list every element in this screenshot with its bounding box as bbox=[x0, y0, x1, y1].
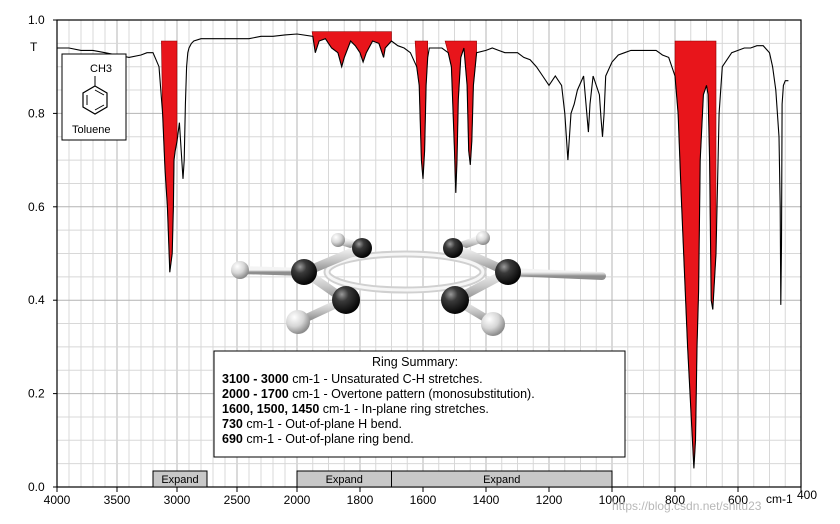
ring-summary-line: 3100 - 3000 cm-1 - Unsaturated C-H stret… bbox=[222, 372, 483, 386]
expand-button[interactable]: Expand bbox=[152, 470, 208, 488]
ring-summary-line: 1600, 1500, 1450 cm-1 - In-plane ring st… bbox=[222, 402, 489, 416]
x-axis-unit-label: cm-1 bbox=[766, 492, 793, 506]
spectrum-trace bbox=[57, 33, 789, 469]
ring-summary-line: 690 cm-1 - Out-of-plane ring bend. bbox=[222, 432, 414, 446]
x-tick-label: 1200 bbox=[536, 493, 563, 507]
expand-label: Expand bbox=[161, 474, 198, 486]
expand-button[interactable]: Expand bbox=[296, 470, 392, 488]
expand-label: Expand bbox=[326, 474, 363, 486]
x-tick-label: 2000 bbox=[284, 493, 311, 507]
ring-summary-title: Ring Summary: bbox=[372, 355, 458, 369]
inset-compound-label: Toluene bbox=[72, 124, 111, 136]
x-tick-label: 1400 bbox=[473, 493, 500, 507]
x-axis-ticks: 4000 3500 3000 2500 2000 1800 1600 1400 1200 1000… bbox=[44, 487, 817, 507]
x-tick-label: 400 bbox=[797, 488, 817, 502]
inset-group-label: CH3 bbox=[90, 63, 112, 75]
x-tick-label: 2500 bbox=[224, 493, 251, 507]
x-tick-label: 4000 bbox=[44, 493, 71, 507]
x-tick-label: 3500 bbox=[104, 493, 131, 507]
y-axis-ticks: 0.0 0.2 0.4 0.6 0.8 1.0 bbox=[28, 13, 57, 494]
toluene-inset: CH3 Toluene bbox=[61, 53, 127, 141]
benzene-molecule-3d-icon bbox=[231, 231, 606, 336]
x-tick-label: 600 bbox=[728, 493, 748, 507]
x-tick-label: 800 bbox=[665, 493, 685, 507]
y-tick-label: 0.8 bbox=[28, 106, 45, 120]
x-tick-label: 1800 bbox=[347, 493, 374, 507]
ring-summary-line: 730 cm-1 - Out-of-plane H bend. bbox=[222, 417, 402, 431]
watermark-text: https://blog.csdn.net/shitu23 bbox=[612, 499, 762, 513]
x-tick-label: 1600 bbox=[410, 493, 437, 507]
y-tick-label: 0.2 bbox=[28, 387, 45, 401]
expand-bars: Expand Expand Expand bbox=[152, 470, 613, 488]
spectrum-line bbox=[57, 33, 789, 469]
x-tick-label: 1000 bbox=[599, 493, 626, 507]
benzene-ring-icon bbox=[82, 85, 108, 115]
x-tick-label: 3000 bbox=[164, 493, 191, 507]
expand-button[interactable]: Expand bbox=[391, 470, 613, 488]
ring-summary-lines: 3100 - 3000 cm-1 - Unsaturated C-H stret… bbox=[222, 372, 535, 446]
expand-label: Expand bbox=[483, 474, 520, 486]
y-tick-label: 0.6 bbox=[28, 200, 45, 214]
y-tick-label: 1.0 bbox=[28, 13, 45, 27]
ring-summary-box: Ring Summary: 3100 - 3000 cm-1 - Unsatur… bbox=[213, 350, 626, 458]
y-tick-label: 0.0 bbox=[28, 480, 45, 494]
y-tick-label: 0.4 bbox=[28, 293, 45, 307]
ring-summary-line: 2000 - 1700 cm-1 - Overtone pattern (mon… bbox=[222, 387, 535, 401]
y-axis-marker: T bbox=[30, 40, 38, 54]
